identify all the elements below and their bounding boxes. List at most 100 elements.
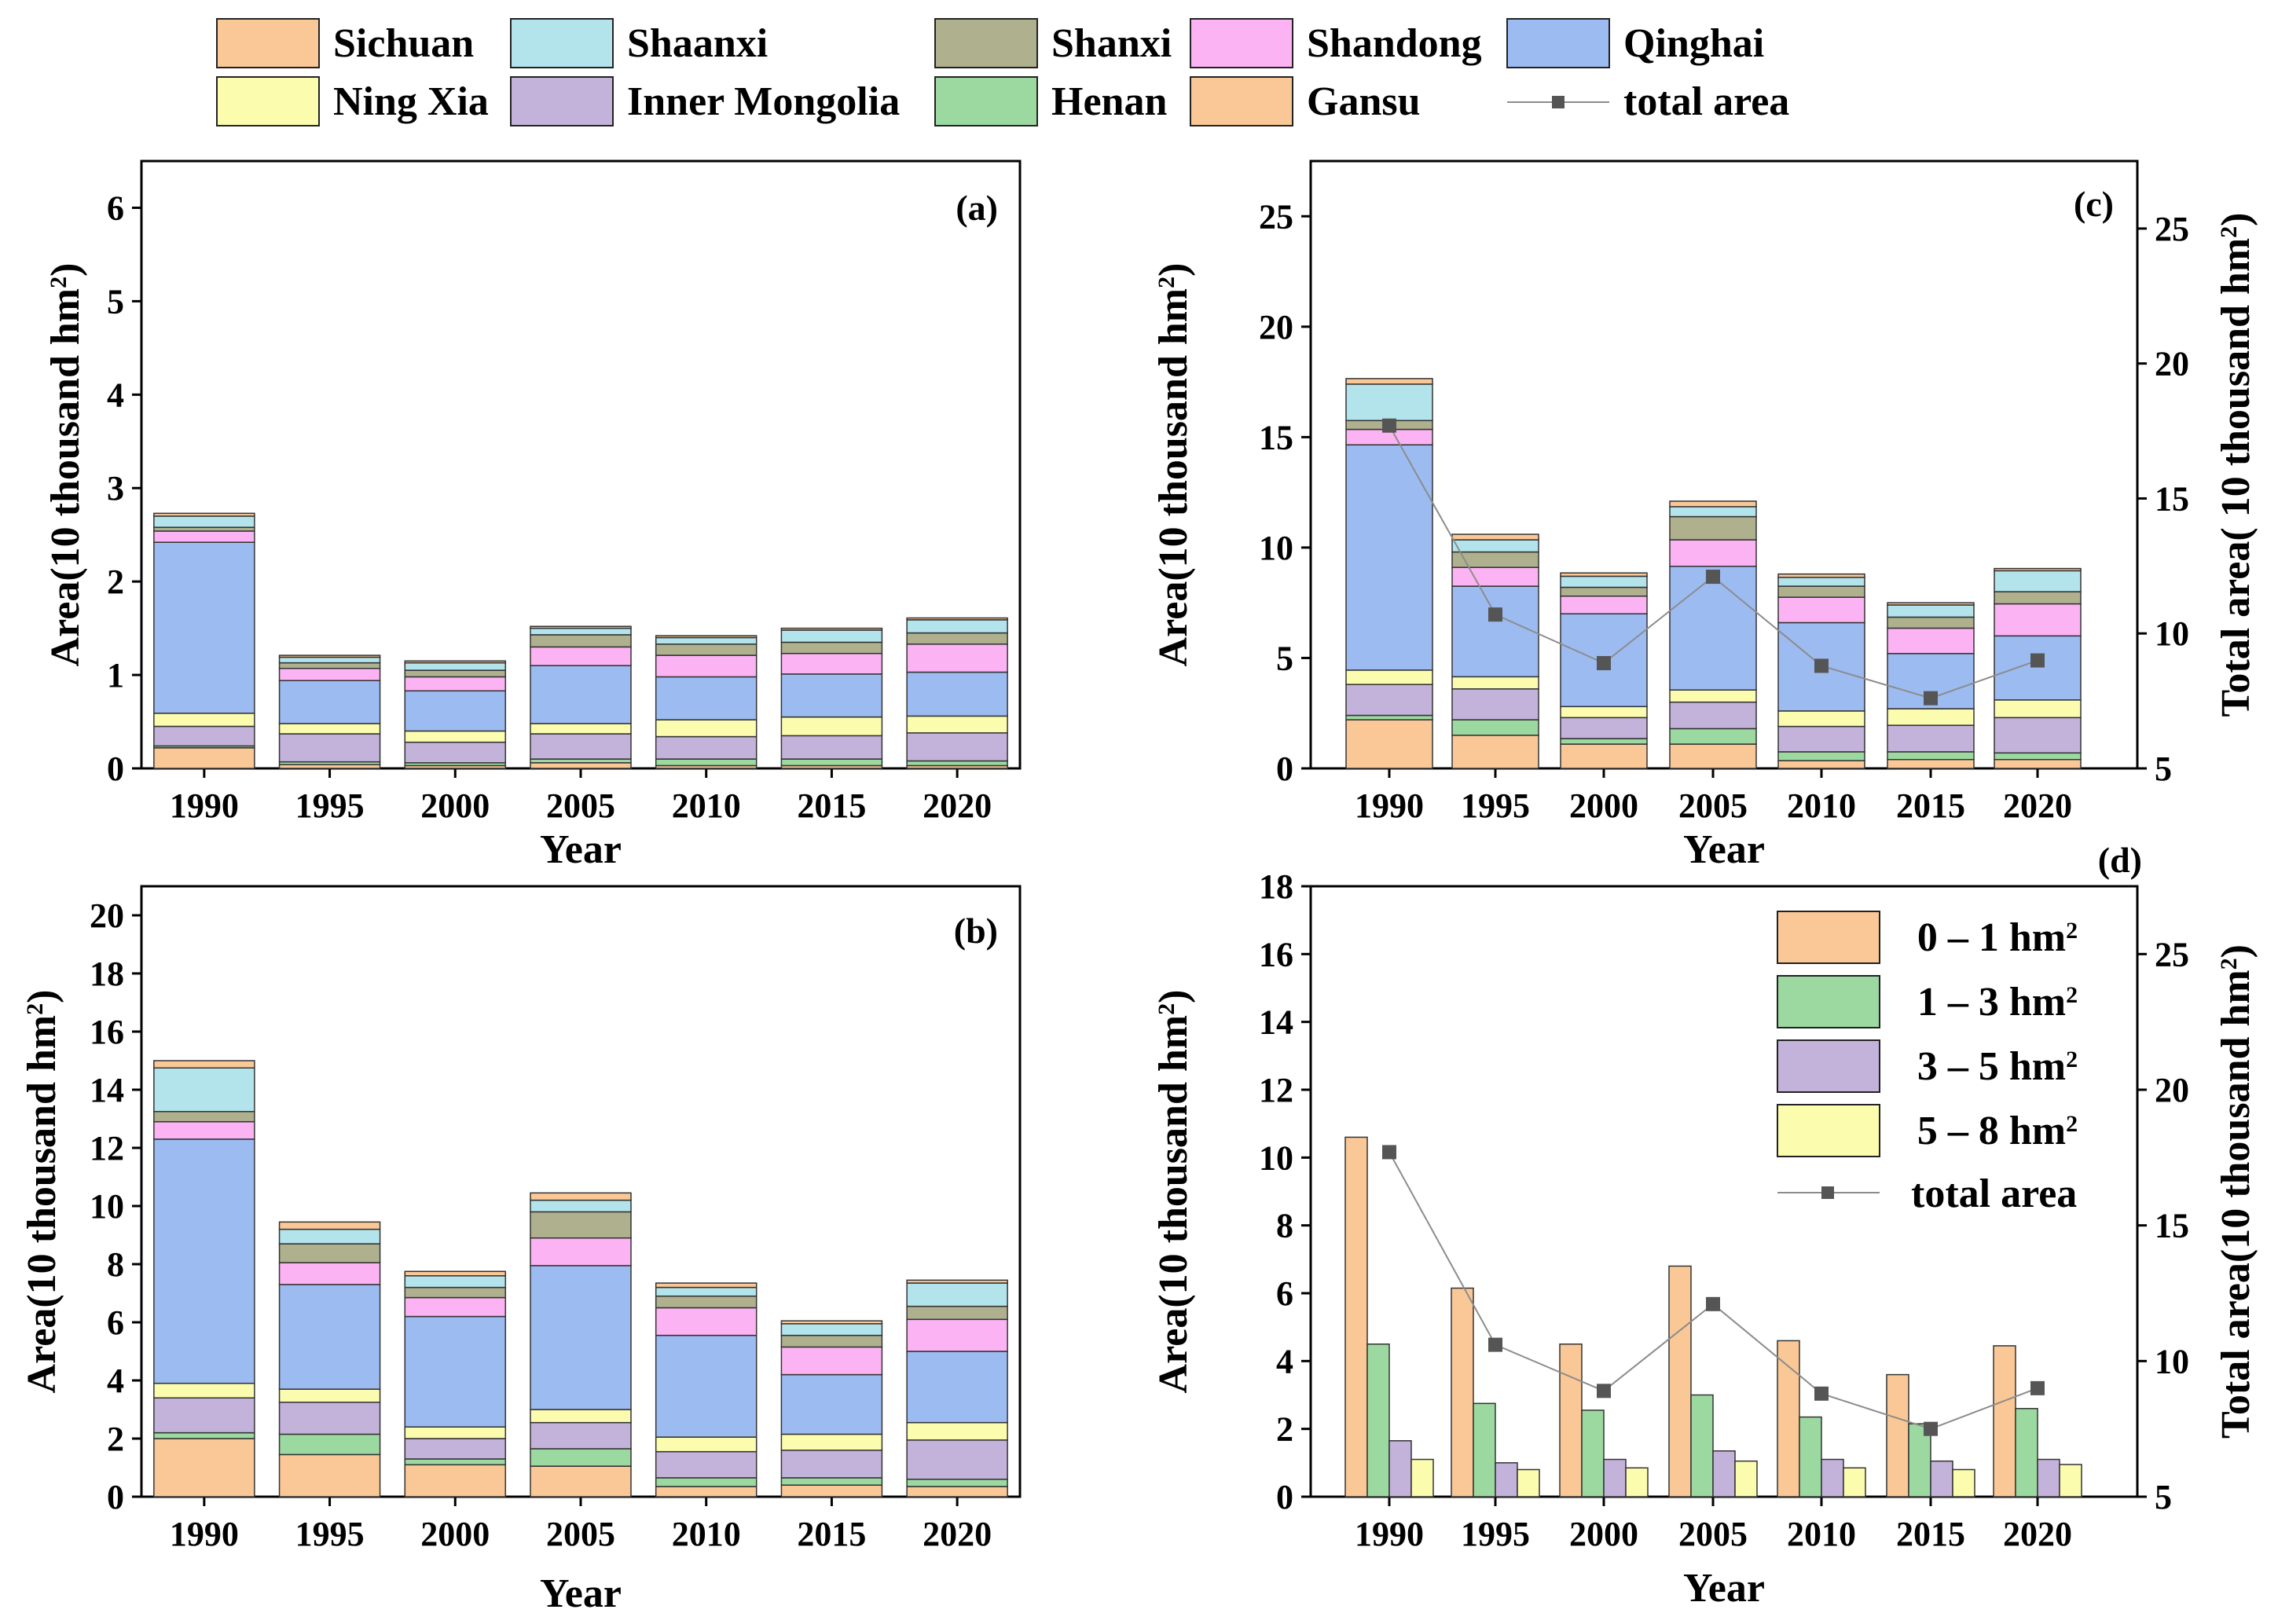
bar-gansu-2005 bbox=[1669, 743, 1757, 769]
bar-qinghai-2020 bbox=[906, 671, 1008, 717]
bar-ning-xia-2010 bbox=[655, 1436, 757, 1453]
bar-ning-xia-2000 bbox=[404, 1426, 507, 1439]
bar-inner-mongolia-2005 bbox=[1669, 701, 1757, 730]
bar-qinghai-2000 bbox=[404, 1315, 507, 1428]
total-area-marker-2005 bbox=[1706, 1296, 1720, 1311]
bar-henan-2000 bbox=[1560, 738, 1648, 745]
legend-swatch-1-3-hm bbox=[1777, 975, 1880, 1028]
bar-qinghai-2005 bbox=[1669, 566, 1757, 691]
y-tick-label: 14 bbox=[90, 1071, 124, 1109]
bar-qinghai-1995 bbox=[1451, 585, 1539, 678]
bar-sichuan-2000 bbox=[1560, 572, 1648, 577]
x-tick-label: 2015 bbox=[1896, 1515, 1965, 1553]
bar-gansu-2020 bbox=[1994, 759, 2082, 769]
y-tick-label: 25 bbox=[1259, 197, 1293, 236]
x-tick-label: 1990 bbox=[1355, 1515, 1424, 1553]
legend-label-total-area: total area bbox=[1623, 79, 1789, 124]
y-tick-label: 2 bbox=[1276, 1410, 1293, 1449]
bar-shanxi-2010 bbox=[655, 643, 757, 656]
y-axis-title: Area(10 thousand hm2) bbox=[1151, 263, 1196, 667]
y-tick-label: 12 bbox=[1259, 1071, 1293, 1109]
x-tick-label: 2015 bbox=[1896, 786, 1965, 825]
bar-shaanxi-2015 bbox=[780, 1323, 883, 1336]
bar-shandong-2015 bbox=[1887, 627, 1975, 654]
bar-shaanxi-2000 bbox=[404, 662, 507, 671]
x-tick-label: 2005 bbox=[546, 1515, 615, 1553]
x-tick-label: 1990 bbox=[170, 786, 239, 825]
y2-axis-title: Total area( 10 thousand hm2) bbox=[2214, 212, 2258, 717]
bar-gansu-2005 bbox=[530, 762, 632, 769]
bar-shandong-2010 bbox=[1777, 596, 1865, 624]
bar-5-8-hm-2010 bbox=[1843, 1467, 1866, 1498]
total-area-marker-2000 bbox=[1597, 656, 1611, 671]
y2-tick-label: 20 bbox=[2155, 345, 2189, 383]
total-area-marker-1995 bbox=[1488, 1337, 1502, 1352]
bar-gansu-2010 bbox=[655, 1486, 757, 1498]
y-tick-label: 6 bbox=[107, 1303, 124, 1342]
bar-sichuan-2000 bbox=[404, 1270, 507, 1277]
bar-qinghai-1995 bbox=[278, 680, 381, 724]
bar-5-8-hm-2015 bbox=[1952, 1468, 1975, 1498]
bar-gansu-2015 bbox=[780, 1484, 883, 1498]
bar-shanxi-2000 bbox=[1560, 586, 1648, 597]
bar-shanxi-2000 bbox=[404, 669, 507, 678]
bar-ning-xia-2000 bbox=[1560, 706, 1648, 719]
bar-ning-xia-2020 bbox=[906, 1421, 1008, 1441]
bar-henan-2015 bbox=[780, 1477, 883, 1486]
bar-shaanxi-2005 bbox=[530, 627, 632, 636]
bar-ning-xia-2015 bbox=[780, 1433, 883, 1451]
bar-ning-xia-1990 bbox=[1345, 669, 1433, 685]
bar-gansu-1995 bbox=[1451, 735, 1539, 769]
bar-1-3-hm-2000 bbox=[1581, 1410, 1605, 1498]
bar-ning-xia-2005 bbox=[530, 1409, 632, 1424]
bar-inner-mongolia-2020 bbox=[906, 1439, 1008, 1480]
legend-label-qinghai: Qinghai bbox=[1623, 21, 1764, 66]
x-tick-label: 2010 bbox=[1787, 786, 1856, 825]
bar-henan-1990 bbox=[153, 1432, 255, 1439]
bar-shandong-2005 bbox=[530, 1237, 632, 1267]
y2-tick-label: 25 bbox=[2155, 210, 2189, 248]
legend-label-3-5-hm: 3 – 5 hm2 bbox=[1917, 1044, 2078, 1089]
x-tick-label: 1995 bbox=[1461, 1515, 1530, 1553]
legend-label-sichuan: Sichuan bbox=[333, 21, 474, 66]
bar-shandong-2010 bbox=[655, 654, 757, 678]
x-tick-label: 1995 bbox=[1461, 786, 1530, 825]
bar-shaanxi-1995 bbox=[278, 1228, 381, 1245]
x-tick-label: 1990 bbox=[1355, 786, 1424, 825]
y2-tick-label: 20 bbox=[2155, 1071, 2189, 1109]
bar-shaanxi-2000 bbox=[404, 1275, 507, 1289]
legend-marker-total-area-d bbox=[1821, 1186, 1834, 1199]
y-tick-label: 20 bbox=[1259, 308, 1293, 346]
bar-5-8-hm-1995 bbox=[1517, 1468, 1540, 1498]
top-legend: Sichuan Shaanxi Shanxi Shandong Qinghai Ning … bbox=[216, 18, 1789, 126]
bar-sichuan-1995 bbox=[278, 654, 381, 658]
x-tick-label: 2005 bbox=[1678, 786, 1748, 825]
bar-shanxi-2010 bbox=[655, 1295, 757, 1309]
y2-tick-label: 25 bbox=[2155, 935, 2189, 973]
bar-inner-mongolia-1995 bbox=[1451, 688, 1539, 720]
bar-henan-2020 bbox=[906, 1479, 1008, 1487]
bar-henan-2020 bbox=[906, 760, 1008, 767]
bar-1-3-hm-1995 bbox=[1473, 1402, 1496, 1498]
bar-shaanxi-2020 bbox=[1994, 570, 2082, 592]
bar-shaanxi-2000 bbox=[1560, 575, 1648, 588]
bar-shandong-1995 bbox=[1451, 566, 1539, 587]
x-axis-title: Year bbox=[1683, 827, 1765, 872]
bar-sichuan-1990 bbox=[153, 1060, 255, 1069]
bar-shanxi-2020 bbox=[906, 632, 1008, 645]
bar-inner-mongolia-2015 bbox=[780, 735, 883, 760]
bar-ning-xia-2000 bbox=[404, 730, 507, 743]
legend-swatch-0-1-hm bbox=[1777, 911, 1880, 964]
bar-ning-xia-1995 bbox=[278, 1388, 381, 1403]
y-tick-label: 18 bbox=[90, 955, 124, 993]
bar-shanxi-2005 bbox=[1669, 515, 1757, 541]
legend-label-total-area-d: total area bbox=[1911, 1171, 2077, 1216]
y-tick-label: 8 bbox=[1276, 1207, 1293, 1245]
bar-inner-mongolia-2020 bbox=[1994, 717, 2082, 754]
bar-ning-xia-2020 bbox=[906, 715, 1008, 734]
bar-henan-2010 bbox=[1777, 751, 1865, 761]
panel-label-a: (a) bbox=[956, 188, 998, 228]
bar-5-8-hm-2000 bbox=[1625, 1467, 1649, 1498]
total-area-marker-2015 bbox=[1924, 1421, 1938, 1436]
y-axis-title: Area(10 thousand hm2) bbox=[1151, 990, 1196, 1394]
